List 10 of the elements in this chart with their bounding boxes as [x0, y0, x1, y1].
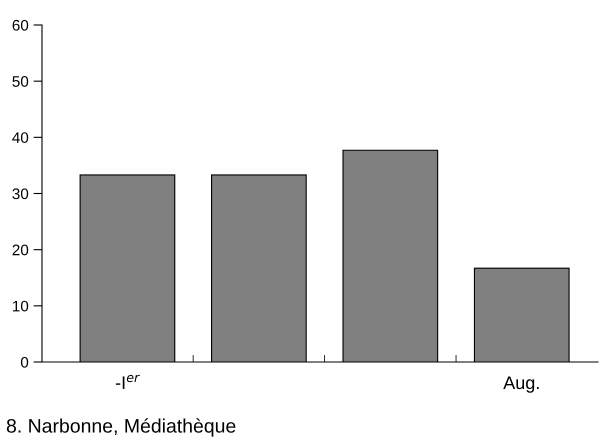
y-tick-label: 0: [20, 356, 28, 368]
y-tick-label: 50: [12, 76, 28, 87]
y-tick-label: 10: [12, 300, 28, 312]
y-tick-label: 30: [12, 188, 28, 200]
x-tick-label: -I$^{er}$: [116, 374, 140, 389]
y-tick-label: 60: [12, 20, 28, 31]
x-tick-label: Aug.: [503, 376, 539, 393]
y-tick-label: 40: [12, 132, 28, 144]
text: 8. Narbonne, Médiathèque: [6, 418, 236, 437]
y-tick-label: 20: [12, 244, 28, 256]
